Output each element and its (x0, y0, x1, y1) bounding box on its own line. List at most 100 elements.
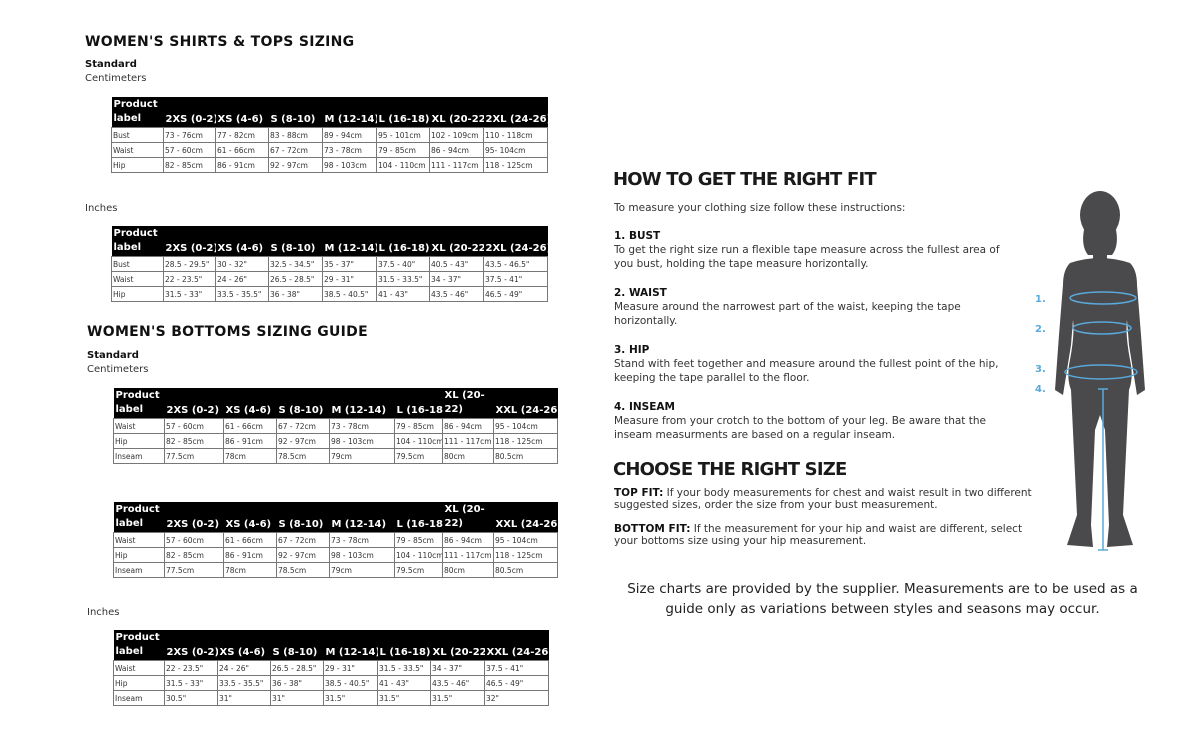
table-cell: 43.5 - 46.5" (483, 256, 548, 272)
table-cell: 32" (484, 690, 549, 706)
column-header: 2XS (0-2) (163, 97, 216, 128)
body-measurement-figure: 1. 2. 3. 4. (1035, 191, 1145, 551)
table-cell: 102 - 109cm (429, 127, 484, 143)
table-cell: 77.5cm (164, 562, 224, 578)
table-cell: 33.5 - 35.5" (215, 286, 269, 302)
table-cell: 34 - 37" (430, 660, 485, 676)
table-cell: 31" (217, 690, 271, 706)
table-cell: 61 - 66cm (223, 532, 277, 548)
label-inseam: 4. (1035, 384, 1046, 395)
table-cell: 104 - 110cm (394, 433, 443, 449)
table-cell: 77 - 82cm (215, 127, 269, 143)
header-row: Product label 2XS (0-2) XS (4-6) S (8-10) M … (111, 226, 548, 257)
table-cell: 79cm (329, 562, 395, 578)
table-cell: 98 - 103cm (329, 547, 395, 563)
fit-intro: To measure your clothing size follow the… (614, 202, 906, 214)
table-cell: 37.5 - 41" (483, 271, 548, 287)
table-cell: 79 - 85cm (394, 532, 443, 548)
column-header: 2XS (0-2) (164, 630, 218, 661)
column-header: XL (20-22) (442, 502, 494, 533)
table-cell: 40.5 - 43" (429, 256, 484, 272)
column-header: XL (20-22) (442, 388, 494, 419)
header-row: Product label 2XS (0-2) XS (4-6) S (8-10) M … (111, 97, 548, 128)
column-header: L (16-18) (377, 630, 431, 661)
column-header: S (8-10) (270, 630, 324, 661)
column-header: XXL (24-26) (493, 388, 558, 419)
table-cell: 24 - 26" (217, 660, 271, 676)
table-cell: 78.5cm (276, 448, 330, 464)
table-cell: 89 - 94cm (322, 127, 377, 143)
table-cell: 31.5 - 33" (164, 675, 218, 691)
table-cell: 43.5 - 46" (429, 286, 484, 302)
row-label: Waist (111, 142, 164, 158)
table-cell: 35 - 37" (322, 256, 377, 272)
table-cell: 111 - 117cm (442, 433, 494, 449)
bottom-fit-text: BOTTOM FIT: If the measurement for your … (614, 523, 1034, 547)
table-cell: 67 - 72cm (276, 532, 330, 548)
step-text: To get the right size run a flexible tap… (614, 244, 1000, 270)
header-row: Product label 2XS (0-2) XS (4-6) S (8-10) M … (113, 502, 558, 533)
column-header: XL (20-22) (430, 630, 485, 661)
fit-step-hip: 3. HIP Stand with feet together and meas… (614, 343, 1014, 385)
tops-cm-table: Product label 2XS (0-2) XS (4-6) S (8-10) M … (111, 97, 548, 173)
table-cell: 79 - 85cm (376, 142, 430, 158)
table-cell: 92 - 97cm (268, 157, 323, 173)
column-header: XS (4-6) (223, 388, 277, 419)
table-cell: 111 - 117cm (442, 547, 494, 563)
row-label: Inseam (113, 690, 165, 706)
table-cell: 79.5cm (394, 562, 443, 578)
column-header: S (8-10) (276, 388, 330, 419)
table-cell: 95 - 104cm (493, 418, 558, 434)
table-cell: 26.5 - 28.5" (270, 660, 324, 676)
table-cell: 31" (270, 690, 324, 706)
table-row: Waist 57 - 60cm 61 - 66cm 67 - 72cm 73 - 78c… (113, 418, 558, 434)
table-cell: 43.5 - 46" (430, 675, 485, 691)
choose-title: CHOOSE THE RIGHT SIZE (613, 459, 847, 480)
table-cell: 86 - 91cm (215, 157, 269, 173)
bottoms-title: WOMEN'S BOTTOMS SIZING GUIDE (87, 324, 368, 340)
tops-standard-label: Standard (85, 59, 137, 70)
table-row: Bust 28.5 - 29.5" 30 - 32" 32.5 - 34.5" 35 -… (111, 256, 548, 272)
step-text: Stand with feet together and measure aro… (614, 358, 999, 384)
header-row: Product label 2XS (0-2) XS (4-6) S (8-10) M … (113, 388, 558, 419)
column-header: M (12-14) (329, 502, 395, 533)
row-label: Inseam (113, 562, 165, 578)
row-label: Bust (111, 127, 164, 143)
step-heading: 4. INSEAM (614, 401, 675, 413)
table-cell: 80cm (442, 448, 494, 464)
table-cell: 73 - 78cm (329, 418, 395, 434)
table-row: Hip 82 - 85cm 86 - 91cm 92 - 97cm 98 - 103cm… (113, 547, 558, 563)
table-cell: 61 - 66cm (215, 142, 269, 158)
row-label: Hip (111, 157, 164, 173)
table-cell: 41 - 43" (377, 675, 431, 691)
table-cell: 46.5 - 49" (484, 675, 549, 691)
table-cell: 82 - 85cm (163, 157, 216, 173)
label-waist: 2. (1035, 324, 1046, 335)
table-cell: 82 - 85cm (164, 433, 224, 449)
column-header: 2XS (0-2) (164, 502, 224, 533)
table-cell: 77.5cm (164, 448, 224, 464)
column-header: XXL (24-26) (484, 630, 549, 661)
bottoms-in-table: Product label 2XS (0-2) XS (4-6) S (8-10) M … (113, 630, 549, 706)
supplier-note: Size charts are provided by the supplier… (627, 581, 1138, 617)
column-header: S (8-10) (268, 226, 323, 257)
table-cell: 86 - 94cm (442, 532, 494, 548)
row-label: Waist (113, 660, 165, 676)
table-cell: 26.5 - 28.5" (268, 271, 323, 287)
column-header: Product label (111, 226, 164, 257)
column-header: XS (4-6) (217, 630, 271, 661)
table-cell: 67 - 72cm (276, 418, 330, 434)
column-header: XXL (24-26) (493, 502, 558, 533)
column-header: XL (20-22) (429, 226, 484, 257)
table-cell: 73 - 78cm (322, 142, 377, 158)
column-header: M (12-14) (322, 97, 377, 128)
table-cell: 79cm (329, 448, 395, 464)
table-cell: 28.5 - 29.5" (163, 256, 216, 272)
table-row: Waist 57 - 60cm 61 - 66cm 67 - 72cm 73 - 78c… (113, 532, 558, 548)
column-header: S (8-10) (268, 97, 323, 128)
table-row: Waist 22 - 23.5" 24 - 26" 26.5 - 28.5" 29 - … (111, 271, 548, 287)
column-header: XS (4-6) (223, 502, 277, 533)
table-cell: 86 - 91cm (223, 433, 277, 449)
female-silhouette (1055, 191, 1145, 547)
